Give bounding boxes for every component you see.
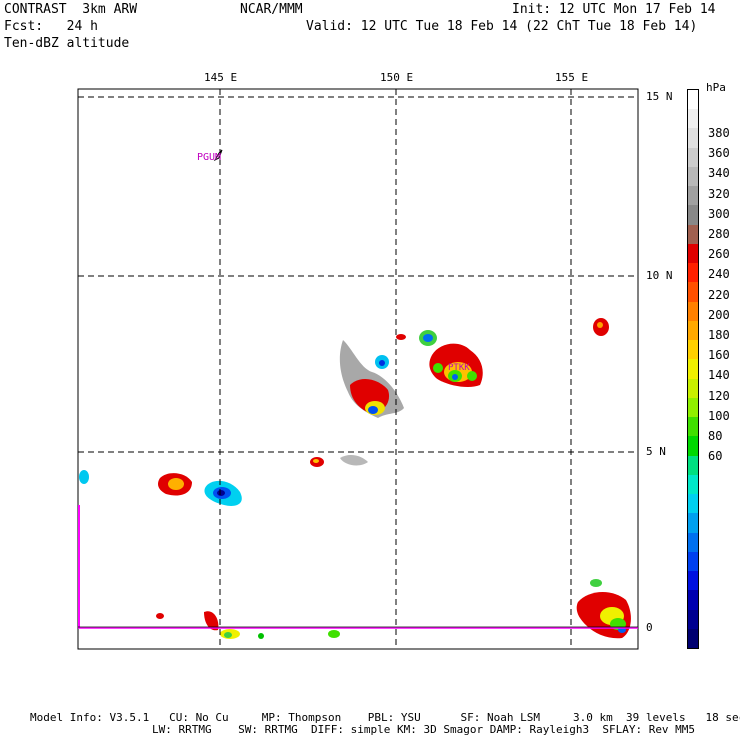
model-info-line2: LW: RRTMG SW: RRTMG DIFF: simple KM: 3D … — [152, 723, 696, 736]
graticule — [78, 89, 638, 649]
center-label: NCAR/MMM — [240, 2, 303, 17]
colorbar-swatch — [688, 378, 698, 399]
station-ptkk: PTKK — [448, 363, 470, 373]
colorbar-swatch — [688, 224, 698, 245]
colorbar-swatch — [688, 609, 698, 630]
colorbar-swatch — [688, 340, 698, 360]
colorbar-unit: hPa — [706, 81, 726, 94]
colorbar-swatch — [688, 243, 698, 264]
colorbar-tick-label: 140 — [708, 368, 730, 383]
colorbar — [687, 89, 699, 649]
lat-label-10n: 10 N — [646, 269, 673, 282]
colorbar-swatch — [688, 397, 698, 418]
guam-island — [213, 149, 223, 162]
colorbar-tick-label: 340 — [708, 166, 730, 181]
colorbar-swatch — [688, 128, 698, 149]
colorbar-tick-label: 60 — [708, 449, 723, 464]
model-info-line1: Model Info: V3.5.1 CU: No Cu MP: Thompso… — [30, 711, 740, 724]
colorbar-swatch — [688, 263, 698, 283]
valid-time: Valid: 12 UTC Tue 18 Feb 14 (22 ChT Tue … — [306, 19, 698, 34]
colorbar-tick-label: 240 — [708, 267, 730, 282]
colorbar-swatch — [688, 282, 698, 303]
colorbar-swatch — [688, 417, 698, 437]
colorbar-tick-label: 80 — [708, 429, 723, 443]
field-name: Ten-dBZ altitude — [4, 36, 130, 51]
colorbar-swatch — [688, 320, 698, 341]
colorbar-swatch — [688, 571, 698, 591]
colorbar-swatch — [688, 186, 698, 206]
lon-label-150: 150 E — [380, 71, 414, 84]
colorbar-tick-label: 320 — [708, 186, 730, 201]
colorbar-tick-label: 100 — [708, 408, 730, 423]
colorbar-swatch — [688, 205, 698, 226]
colorbar-tick-label: 380 — [708, 126, 730, 140]
lat-label-5n: 5 N — [646, 445, 666, 458]
colorbar-tick-label: 160 — [708, 348, 730, 363]
colorbar-tick-label: 220 — [708, 287, 730, 302]
colorbar-tick-label: 280 — [708, 227, 730, 241]
colorbar-swatch — [688, 474, 698, 495]
lon-label-155: 155 E — [555, 71, 589, 84]
colorbar-swatch — [688, 109, 698, 129]
colorbar-tick-label: 260 — [708, 247, 730, 262]
init-time: Init: 12 UTC Mon 17 Feb 14 — [512, 2, 716, 17]
colorbar-tick-label: 300 — [708, 206, 730, 221]
colorbar-swatch — [688, 455, 698, 476]
colorbar-tick-label: 200 — [708, 307, 730, 322]
forecast-hour: Fcst: 24 h — [4, 19, 98, 34]
colorbar-tick-label: 360 — [708, 146, 730, 161]
radar-echoes — [79, 318, 631, 639]
colorbar-swatch — [688, 147, 698, 168]
colorbar-swatch — [688, 590, 698, 610]
colorbar-tick-label: 180 — [708, 328, 730, 342]
colorbar-swatch — [688, 359, 698, 380]
colorbar-swatch — [688, 166, 698, 187]
colorbar-swatch — [688, 301, 698, 322]
colorbar-swatch — [688, 513, 698, 534]
lat-label-0: 0 — [646, 621, 653, 634]
title-model: CONTRAST 3km ARW — [4, 2, 138, 17]
lat-label-15n: 15 N — [646, 90, 673, 103]
station-pgum: PGUM — [197, 152, 222, 163]
colorbar-swatch — [688, 551, 698, 572]
lon-label-145: 145 E — [204, 71, 238, 84]
colorbar-swatch — [688, 494, 698, 514]
colorbar-swatch — [688, 532, 698, 553]
colorbar-swatch — [688, 436, 698, 457]
colorbar-swatch — [688, 628, 698, 649]
colorbar-tick-label: 120 — [708, 388, 730, 403]
colorbar-swatch — [688, 90, 698, 110]
